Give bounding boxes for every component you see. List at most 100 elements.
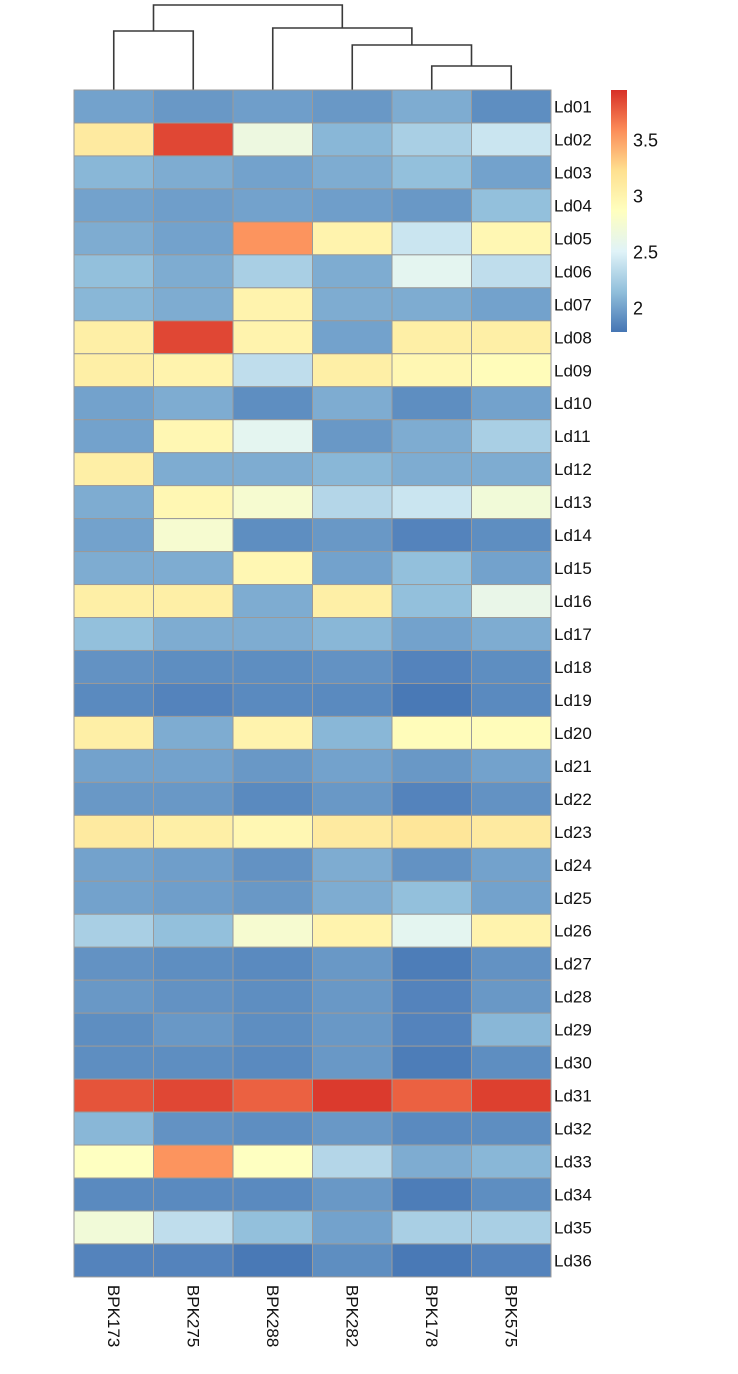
heatmap-cell	[73, 551, 154, 586]
heatmap-cell	[73, 1045, 154, 1080]
heatmap-cell	[391, 913, 472, 948]
column-labels: BPK173 BPK275 BPK288 BPK282 BPK178 BPK575	[104, 1285, 521, 1347]
heatmap-cell	[153, 979, 234, 1014]
heatmap-cell	[312, 715, 393, 750]
heatmap-cell	[73, 254, 154, 289]
heatmap-cell	[153, 155, 234, 190]
heatmap-cell	[73, 122, 154, 157]
row-label: Ld35	[554, 1218, 592, 1237]
heatmap-cell	[73, 715, 154, 750]
heatmap-cell	[153, 1078, 234, 1113]
heatmap-cell	[153, 1012, 234, 1047]
heatmap-cell	[73, 419, 154, 454]
heatmap-cell	[471, 946, 552, 981]
heatmap-cell	[73, 155, 154, 190]
heatmap-cell	[232, 913, 313, 948]
heatmap-cell	[391, 979, 472, 1014]
row-label: Ld21	[554, 757, 592, 776]
heatmap-cell	[153, 188, 234, 223]
row-label: Ld30	[554, 1054, 592, 1073]
row-label: Ld17	[554, 625, 592, 644]
heatmap-cell	[232, 682, 313, 717]
row-label: Ld15	[554, 559, 592, 578]
heatmap-cell	[312, 1078, 393, 1113]
heatmap-cell	[73, 89, 154, 124]
row-label: Ld03	[554, 163, 592, 182]
column-label: BPK275	[183, 1285, 202, 1347]
row-label: Ld10	[554, 394, 592, 413]
heatmap-cell	[73, 781, 154, 816]
heatmap-cell	[153, 584, 234, 619]
heatmap-cell	[391, 748, 472, 783]
heatmap-cell	[232, 1210, 313, 1245]
heatmap-cell	[153, 419, 234, 454]
heatmap-cell	[471, 649, 552, 684]
heatmap-cell	[471, 584, 552, 619]
row-label: Ld18	[554, 658, 592, 677]
heatmap-cell	[232, 1012, 313, 1047]
heatmap-cell	[232, 287, 313, 322]
row-label: Ld26	[554, 922, 592, 941]
heatmap-cell	[312, 254, 393, 289]
row-label: Ld31	[554, 1087, 592, 1106]
row-label: Ld12	[554, 460, 592, 479]
heatmap-cell	[153, 715, 234, 750]
heatmap-cell	[312, 979, 393, 1014]
heatmap-cell	[312, 485, 393, 520]
heatmap-cell	[391, 781, 472, 816]
heatmap-cell	[391, 353, 472, 388]
heatmap-cell	[391, 188, 472, 223]
legend-tick-label: 2.5	[633, 242, 658, 262]
heatmap-cell	[312, 1177, 393, 1212]
heatmap-cell	[153, 847, 234, 882]
heatmap-cell	[471, 1078, 552, 1113]
heatmap-cell	[471, 682, 552, 717]
heatmap-cell	[153, 1111, 234, 1146]
heatmap-cell	[471, 715, 552, 750]
heatmap-cell	[153, 913, 234, 948]
row-label: Ld05	[554, 229, 592, 248]
row-label: Ld25	[554, 889, 592, 908]
row-label: Ld04	[554, 196, 592, 215]
row-label: Ld33	[554, 1153, 592, 1172]
heatmap-cell	[471, 452, 552, 487]
heatmap-cell	[312, 155, 393, 190]
heatmap-cell	[391, 649, 472, 684]
heatmap-cell	[73, 1012, 154, 1047]
heatmap-cell	[232, 551, 313, 586]
heatmap-cell	[153, 551, 234, 586]
heatmap-cell	[73, 682, 154, 717]
heatmap-cell	[232, 518, 313, 553]
legend-tick-label: 3	[633, 186, 643, 206]
heatmap-cell	[153, 221, 234, 256]
heatmap-cell	[391, 617, 472, 651]
heatmap-cell	[471, 221, 552, 256]
heatmap-cell	[232, 1111, 313, 1146]
heatmap-cell	[391, 682, 472, 717]
row-label: Ld36	[554, 1251, 592, 1270]
row-label: Ld08	[554, 328, 592, 347]
heatmap-cell	[73, 913, 154, 948]
heatmap-cell	[312, 551, 393, 586]
heatmap-cell	[391, 551, 472, 586]
heatmap-cell	[312, 913, 393, 948]
heatmap-cell	[73, 979, 154, 1014]
heatmap-cell	[153, 518, 234, 553]
heatmap-cell	[391, 1012, 472, 1047]
row-label: Ld07	[554, 295, 592, 314]
heatmap-cell	[312, 287, 393, 322]
heatmap-cell	[153, 320, 234, 355]
heatmap-cell	[471, 287, 552, 322]
heatmap-cell	[232, 617, 313, 651]
heatmap-cell	[73, 880, 154, 915]
color-scale-bar	[611, 90, 627, 332]
heatmap-cell	[471, 979, 552, 1014]
heatmap-cell	[312, 847, 393, 882]
heatmap-cell	[312, 1144, 393, 1179]
heatmap-cell	[232, 847, 313, 882]
row-label: Ld02	[554, 130, 592, 149]
row-label: Ld22	[554, 790, 592, 809]
heatmap-cell	[391, 814, 472, 849]
heatmap-cell	[312, 682, 393, 717]
